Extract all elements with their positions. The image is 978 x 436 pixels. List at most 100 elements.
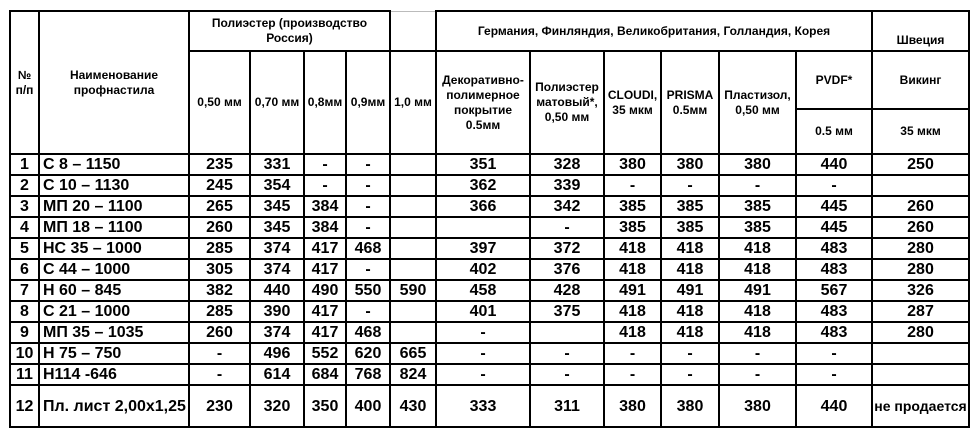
price-cell xyxy=(389,195,437,218)
price-cell: - xyxy=(345,174,391,197)
price-cell: 417 xyxy=(303,300,347,323)
price-cell: 260 xyxy=(188,216,251,239)
price-cell: 418 xyxy=(603,258,662,281)
price-cell: 496 xyxy=(249,342,305,365)
profile-name: Н 75 – 750 xyxy=(38,342,190,365)
row-number: 9 xyxy=(9,321,40,344)
price-cell: 418 xyxy=(660,237,720,260)
price-cell: 418 xyxy=(718,258,797,281)
price-cell: 552 xyxy=(303,342,347,365)
row-number: 1 xyxy=(9,153,40,176)
header-col: 0,70 мм xyxy=(249,50,305,155)
price-cell: 260 xyxy=(871,216,970,239)
price-cell: 385 xyxy=(603,195,662,218)
price-cell: 280 xyxy=(871,237,970,260)
price-cell: 345 xyxy=(249,195,305,218)
header-col: Полиэстер матовый*, 0,50 мм xyxy=(529,50,605,155)
row-number: 6 xyxy=(9,258,40,281)
price-cell: 440 xyxy=(249,279,305,302)
price-cell xyxy=(389,216,437,239)
row-number: 8 xyxy=(9,300,40,323)
price-cell: - xyxy=(603,363,662,386)
price-cell: 418 xyxy=(603,237,662,260)
price-cell: 376 xyxy=(529,258,605,281)
price-cell: - xyxy=(345,300,391,323)
price-cell: 468 xyxy=(345,321,391,344)
price-cell: 440 xyxy=(795,384,873,428)
price-cell: - xyxy=(718,363,797,386)
price-cell xyxy=(389,237,437,260)
row-number: 11 xyxy=(9,363,40,386)
price-cell: - xyxy=(435,321,531,344)
header-group-russia: Полиэстер (производство Россия) xyxy=(188,10,391,52)
price-cell: 280 xyxy=(871,258,970,281)
profile-name: Н 60 – 845 xyxy=(38,279,190,302)
price-cell: - xyxy=(718,342,797,365)
header-viking-sub: 35 мкм xyxy=(871,108,970,155)
header-col: Декоративно-полимерное покрытие 0.5мм xyxy=(435,50,531,155)
price-cell: 374 xyxy=(249,321,305,344)
price-cell: 417 xyxy=(303,258,347,281)
price-cell: 342 xyxy=(529,195,605,218)
profile-name: МП 35 – 1035 xyxy=(38,321,190,344)
price-cell: 590 xyxy=(389,279,437,302)
price-cell: - xyxy=(345,153,391,176)
price-cell: 245 xyxy=(188,174,251,197)
table-row: 4 МП 18 – 1100 260 345 384- -385 385 385 445 260 xyxy=(9,216,970,239)
price-cell: 418 xyxy=(660,321,720,344)
price-cell: 400 xyxy=(345,384,391,428)
price-cell: 385 xyxy=(718,195,797,218)
price-cell: 311 xyxy=(529,384,605,428)
header-col: PRISMA 0.5мм xyxy=(660,50,720,155)
price-cell: 350 xyxy=(303,384,347,428)
price-cell: 390 xyxy=(249,300,305,323)
header-col: CLOUDI, 35 мкм xyxy=(603,50,662,155)
price-cell: 375 xyxy=(529,300,605,323)
header-col: 0,9мм xyxy=(345,50,391,155)
price-cell: 326 xyxy=(871,279,970,302)
price-cell: - xyxy=(188,363,251,386)
profile-name: МП 20 – 1100 xyxy=(38,195,190,218)
price-cell: - xyxy=(529,363,605,386)
price-cell xyxy=(529,321,605,344)
price-cell: 567 xyxy=(795,279,873,302)
price-cell: - xyxy=(529,342,605,365)
price-cell: - xyxy=(718,174,797,197)
price-table: № п/п Наименование профнастила Полиэстер… xyxy=(9,10,970,428)
price-cell xyxy=(389,321,437,344)
price-cell: 362 xyxy=(435,174,531,197)
profile-name: Пл. лист 2,00x1,25 xyxy=(38,384,190,428)
row-number: 4 xyxy=(9,216,40,239)
price-cell xyxy=(389,153,437,176)
price-cell: 305 xyxy=(188,258,251,281)
header-pvdf: PVDF* xyxy=(795,50,873,110)
price-cell: 418 xyxy=(660,258,720,281)
price-cell: 483 xyxy=(795,258,873,281)
price-cell: - xyxy=(345,216,391,239)
price-cell xyxy=(389,300,437,323)
profile-name: НС 35 – 1000 xyxy=(38,237,190,260)
price-cell: 418 xyxy=(603,321,662,344)
table-row: 11 Н114 -646-614 684 768 824- - - - - - xyxy=(9,363,970,386)
header-pvdf-sub: 0.5 мм xyxy=(795,108,873,155)
price-cell: 620 xyxy=(345,342,391,365)
price-cell: - xyxy=(660,174,720,197)
price-cell: 418 xyxy=(718,300,797,323)
header-num: № п/п xyxy=(9,10,40,155)
price-cell: 385 xyxy=(718,216,797,239)
price-cell: - xyxy=(603,342,662,365)
price-cell: 490 xyxy=(303,279,347,302)
price-cell: 380 xyxy=(660,153,720,176)
price-cell: 380 xyxy=(660,384,720,428)
price-cell: - xyxy=(795,363,873,386)
price-cell: 418 xyxy=(603,300,662,323)
price-cell: 768 xyxy=(345,363,391,386)
price-cell xyxy=(389,258,437,281)
header-col: 0,50 мм xyxy=(188,50,251,155)
price-cell: 328 xyxy=(529,153,605,176)
row-number: 7 xyxy=(9,279,40,302)
price-cell: - xyxy=(345,195,391,218)
